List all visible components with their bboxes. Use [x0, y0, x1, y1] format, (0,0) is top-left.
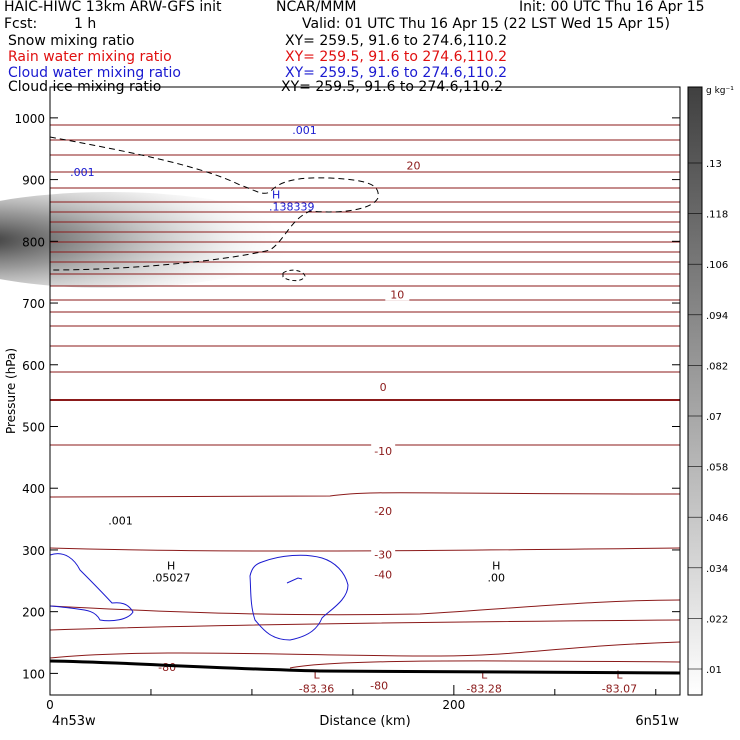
y-tick-label: 100: [22, 667, 45, 681]
temperature-contour-line: [49, 599, 681, 616]
colorbar-fill: [687, 86, 703, 696]
plot-frame: [49, 86, 681, 696]
temperature-label: 10: [390, 288, 404, 301]
snow-max-symbol: H: [167, 559, 175, 572]
temperature-contour-line: [289, 660, 681, 669]
temperature-label: -10: [374, 445, 392, 458]
low-value: -83.07: [602, 682, 637, 695]
cloud-water-tick: [286, 577, 303, 584]
valid-time: Valid: 01 UTC Thu 16 Apr 15 (22 LST Wed …: [302, 16, 670, 32]
temperature-labels: -80-80-40-30-20-1001020L-83.36L-83.28L-8…: [155, 158, 640, 695]
temperature-label: -30: [374, 548, 392, 561]
snow-contour-001: [49, 136, 379, 271]
x-tick-label: 200: [442, 698, 465, 712]
temperature-label: -20: [374, 505, 392, 518]
field-cloud-water-name: Cloud water mixing ratio: [8, 65, 181, 81]
colorbar-label: .022: [706, 614, 728, 625]
x-end-label: 6n51w: [635, 714, 679, 729]
temperature-contour-line: [49, 619, 681, 631]
init-time: Init: 00 UTC Thu 16 Apr 15: [519, 0, 705, 15]
colorbar-label: .058: [706, 463, 728, 474]
low-value-bg: [296, 682, 337, 695]
temperature-label: -80: [158, 661, 176, 674]
x-tick-label: 0: [46, 698, 54, 712]
y-tick-label: 300: [22, 544, 45, 558]
field-rain-xy: XY= 259.5, 91.6 to 274.6,110.2: [285, 49, 508, 65]
field-cloud-water-xy: XY= 259.5, 91.6 to 274.6,110.2: [285, 65, 508, 81]
cloud-water-contour-center: [249, 554, 349, 641]
temperature-contours: [49, 124, 681, 669]
temperature-label-bg: [371, 444, 396, 458]
y-tick-label: 800: [22, 235, 45, 249]
cloud-water-contour-label: .001: [292, 124, 317, 137]
cloud-water-max-symbol: H: [272, 188, 280, 201]
low-value-bg: [599, 682, 640, 695]
forecast-label: Fcst:: [4, 16, 38, 32]
x-start-label: 4n53w: [52, 714, 96, 729]
colorbar: g kg⁻¹ .01 .022 .034 .046 .058 .07 .082 .094 .10…: [687, 86, 734, 696]
y-tick-label: 500: [22, 420, 45, 434]
y-axis-label: Pressure (hPa): [4, 348, 18, 434]
organization: NCAR/MMM: [276, 0, 357, 15]
field-snow-name: Snow mixing ratio: [8, 33, 135, 49]
temperature-label: 0: [380, 381, 387, 394]
colorbar-label: .082: [706, 361, 728, 372]
low-symbol: L: [616, 668, 623, 681]
temperature-label-bg: [371, 547, 396, 561]
x-axis-label: Distance (km): [319, 714, 410, 729]
low-symbol: L: [481, 668, 488, 681]
snow-contour-small: [282, 269, 306, 282]
cloud-water-max-value: .138339: [269, 200, 315, 213]
snow-contour-label: .001: [108, 514, 133, 527]
temperature-label: 20: [406, 159, 420, 172]
field-rain-name: Rain water mixing ratio: [8, 49, 172, 65]
high-symbol: H: [492, 560, 500, 573]
low-value: -83.36: [299, 682, 334, 695]
temperature-label: -40: [374, 569, 392, 582]
colorbar-label: .106: [706, 260, 728, 271]
model-title: HAIC-HIWC 13km ARW-GFS init: [4, 0, 222, 15]
terrain-line: [49, 659, 681, 675]
y-tick-label: 400: [22, 482, 45, 496]
temperature-label-bg: [367, 678, 392, 692]
low-value: -83.28: [466, 682, 501, 695]
temperature-contour-line: [49, 547, 681, 552]
colorbar-label: .094: [706, 311, 728, 322]
temperature-label-bg: [385, 287, 410, 301]
snow-max-value: .05027: [152, 571, 191, 584]
temperature-label-bg: [371, 379, 396, 393]
colorbar-unit: g kg⁻¹: [706, 86, 734, 96]
field-snow-xy: XY= 259.5, 91.6 to 274.6,110.2: [285, 33, 508, 49]
temperature-contour-line: [49, 641, 681, 659]
snow-shading: [0, 192, 300, 288]
temperature-contour-line: [49, 492, 681, 498]
y-tick-label: 900: [22, 174, 45, 188]
y-tick-label: 700: [22, 297, 45, 311]
cloud-water-contour-left: [49, 553, 134, 622]
y-tick-label: 1000: [14, 112, 45, 126]
temperature-label-bg: [371, 504, 396, 518]
temperature-label-bg: [401, 158, 426, 172]
colorbar-label: .07: [706, 412, 722, 423]
colorbar-label: .046: [706, 513, 728, 524]
low-value-bg: [464, 682, 505, 695]
y-tick-label: 200: [22, 606, 45, 620]
colorbar-label: .01: [706, 665, 722, 676]
forecast-value: 1 h: [74, 16, 97, 32]
colorbar-label: .034: [706, 564, 728, 575]
y-tick-label: 600: [22, 359, 45, 373]
temperature-label-bg: [371, 567, 396, 581]
colorbar-label: .118: [706, 210, 728, 221]
low-symbol: L: [313, 668, 320, 681]
colorbar-label: .13: [706, 159, 722, 170]
high-value: .00: [488, 572, 506, 585]
temperature-label: -80: [370, 680, 388, 693]
cloud-water-contour-label: .001: [70, 166, 95, 179]
